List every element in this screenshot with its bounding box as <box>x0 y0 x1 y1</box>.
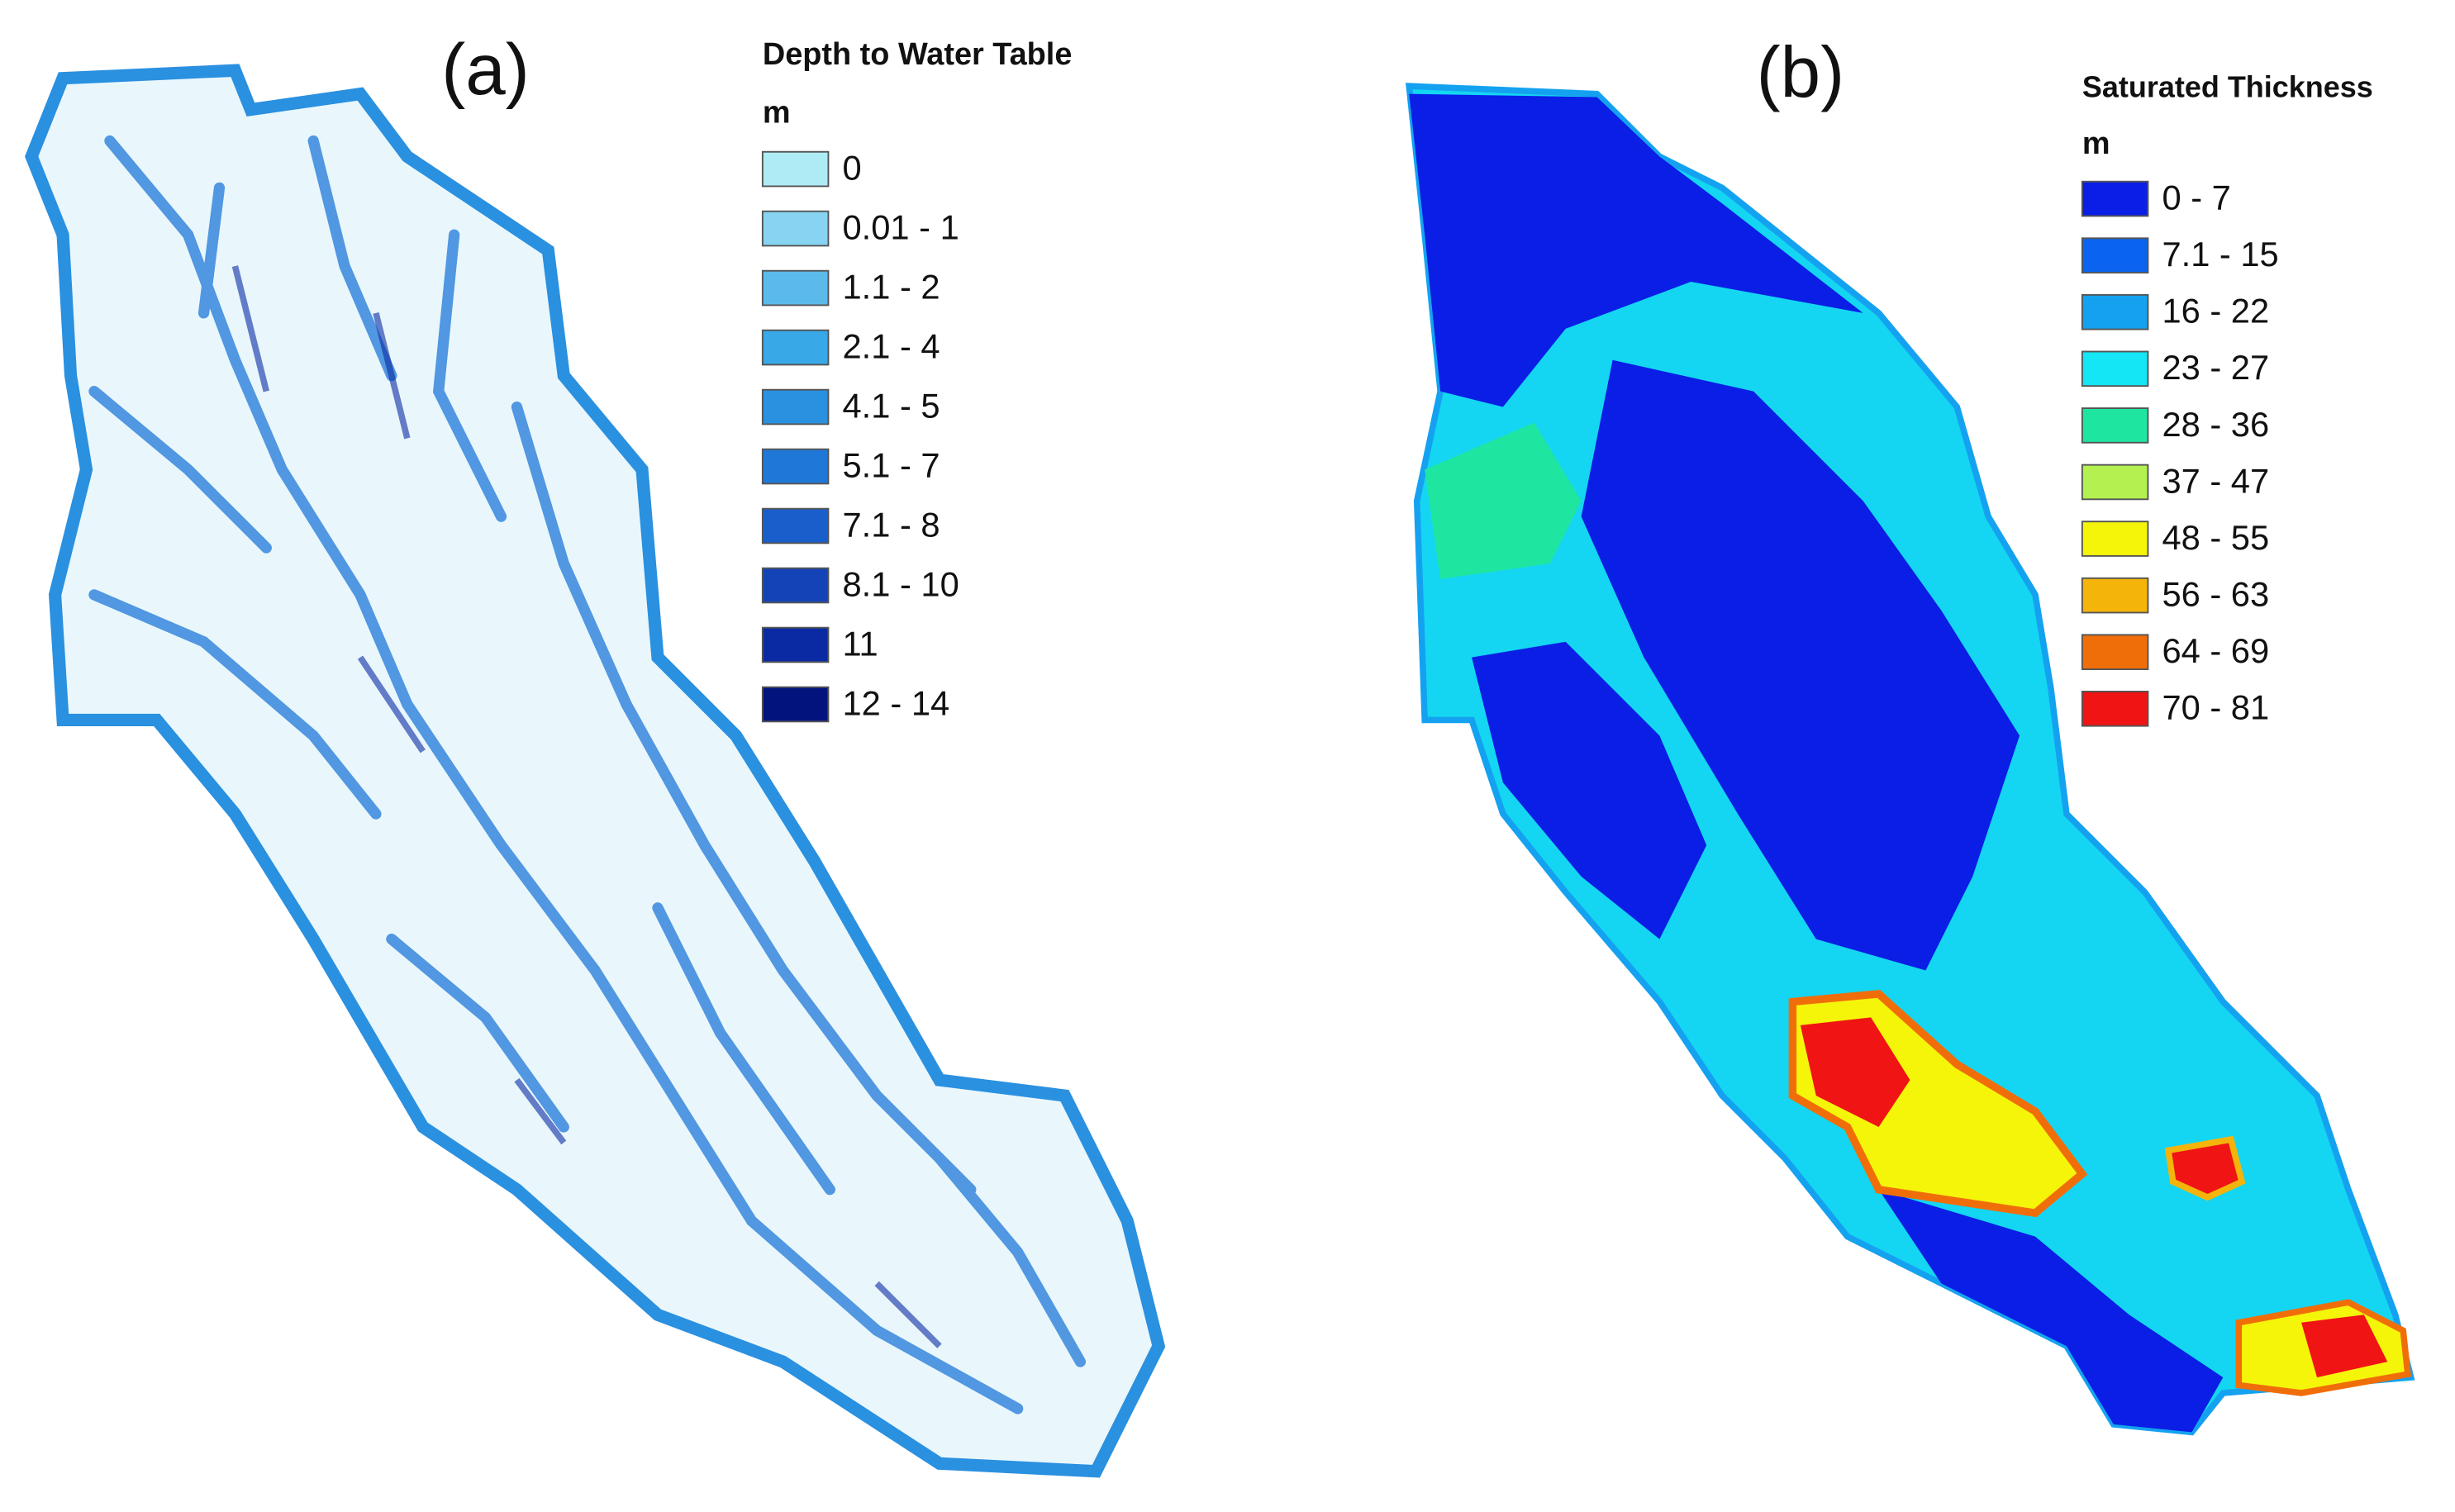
legend-label: 70 - 81 <box>2162 688 2269 727</box>
zone-thin <box>1581 359 2020 971</box>
legend-swatch <box>761 150 830 188</box>
legend-label: 28 - 36 <box>2162 405 2269 444</box>
legend-swatch <box>761 507 830 544</box>
legend-title: Depth to Water Table <box>763 37 1073 72</box>
legend-swatch <box>2081 237 2149 273</box>
zone-thickest <box>1800 1017 1910 1127</box>
legend-label: 23 - 27 <box>2162 348 2269 387</box>
legend-label: 2.1 - 4 <box>842 326 940 365</box>
watershed-a <box>25 64 1166 1478</box>
legend-label: 0.01 - 1 <box>842 207 959 246</box>
legend-label: 8.1 - 10 <box>842 564 959 603</box>
zone-mid <box>1425 422 1582 579</box>
panel-label: (b) <box>1757 33 1844 113</box>
zone-thin <box>1472 641 1707 939</box>
legend-label: 1.1 - 2 <box>842 267 940 306</box>
legend-unit: m <box>763 95 791 130</box>
legend-label: 7.1 - 15 <box>2162 235 2278 273</box>
legend-label: 12 - 14 <box>842 683 949 722</box>
legend-title: Saturated Thickness <box>2082 69 2373 103</box>
legend-label: 48 - 55 <box>2162 518 2269 557</box>
legend-label: 64 - 69 <box>2162 631 2269 670</box>
legend-unit: m <box>2082 126 2110 161</box>
legend-swatch <box>2081 293 2149 330</box>
map-b <box>1406 83 2415 1436</box>
legend-label: 7.1 - 8 <box>842 505 940 544</box>
zone-thickest <box>2301 1315 2388 1378</box>
legend-label: 37 - 47 <box>2162 461 2269 500</box>
legend-swatch <box>761 686 830 723</box>
legend-label: 16 - 22 <box>2162 292 2269 330</box>
legend-swatch <box>2081 634 2149 670</box>
legend-swatch <box>761 269 830 307</box>
legend-swatch <box>2081 407 2149 444</box>
legend-swatch <box>2081 350 2149 388</box>
legend-label: 0 <box>842 148 861 187</box>
valleys-a <box>88 135 1087 1415</box>
legend-swatch <box>2081 691 2149 727</box>
map-a <box>25 64 1166 1478</box>
zone-thickest <box>2164 1135 2246 1201</box>
legend-swatch <box>761 329 830 366</box>
legend-swatch <box>761 567 830 604</box>
legend-swatch <box>2081 464 2149 501</box>
valleys-deep-a <box>231 265 942 1348</box>
legend-label: 56 - 63 <box>2162 575 2269 614</box>
legend-swatch <box>761 210 830 247</box>
zone-thin <box>1878 1189 2224 1433</box>
legend-swatch <box>761 388 830 426</box>
legend-label: 11 <box>842 624 878 663</box>
legend-swatch <box>761 626 830 663</box>
legend-swatch <box>2081 521 2149 557</box>
zone-thin <box>1409 93 1863 407</box>
legend-label: 5.1 - 7 <box>842 445 940 484</box>
legend-label: 4.1 - 5 <box>842 386 940 425</box>
legend-label: 0 - 7 <box>2162 178 2230 216</box>
legend-swatch <box>2081 577 2149 614</box>
panel-label: (a) <box>441 30 529 110</box>
legend-swatch <box>761 448 830 485</box>
legend-swatch <box>2081 180 2149 217</box>
